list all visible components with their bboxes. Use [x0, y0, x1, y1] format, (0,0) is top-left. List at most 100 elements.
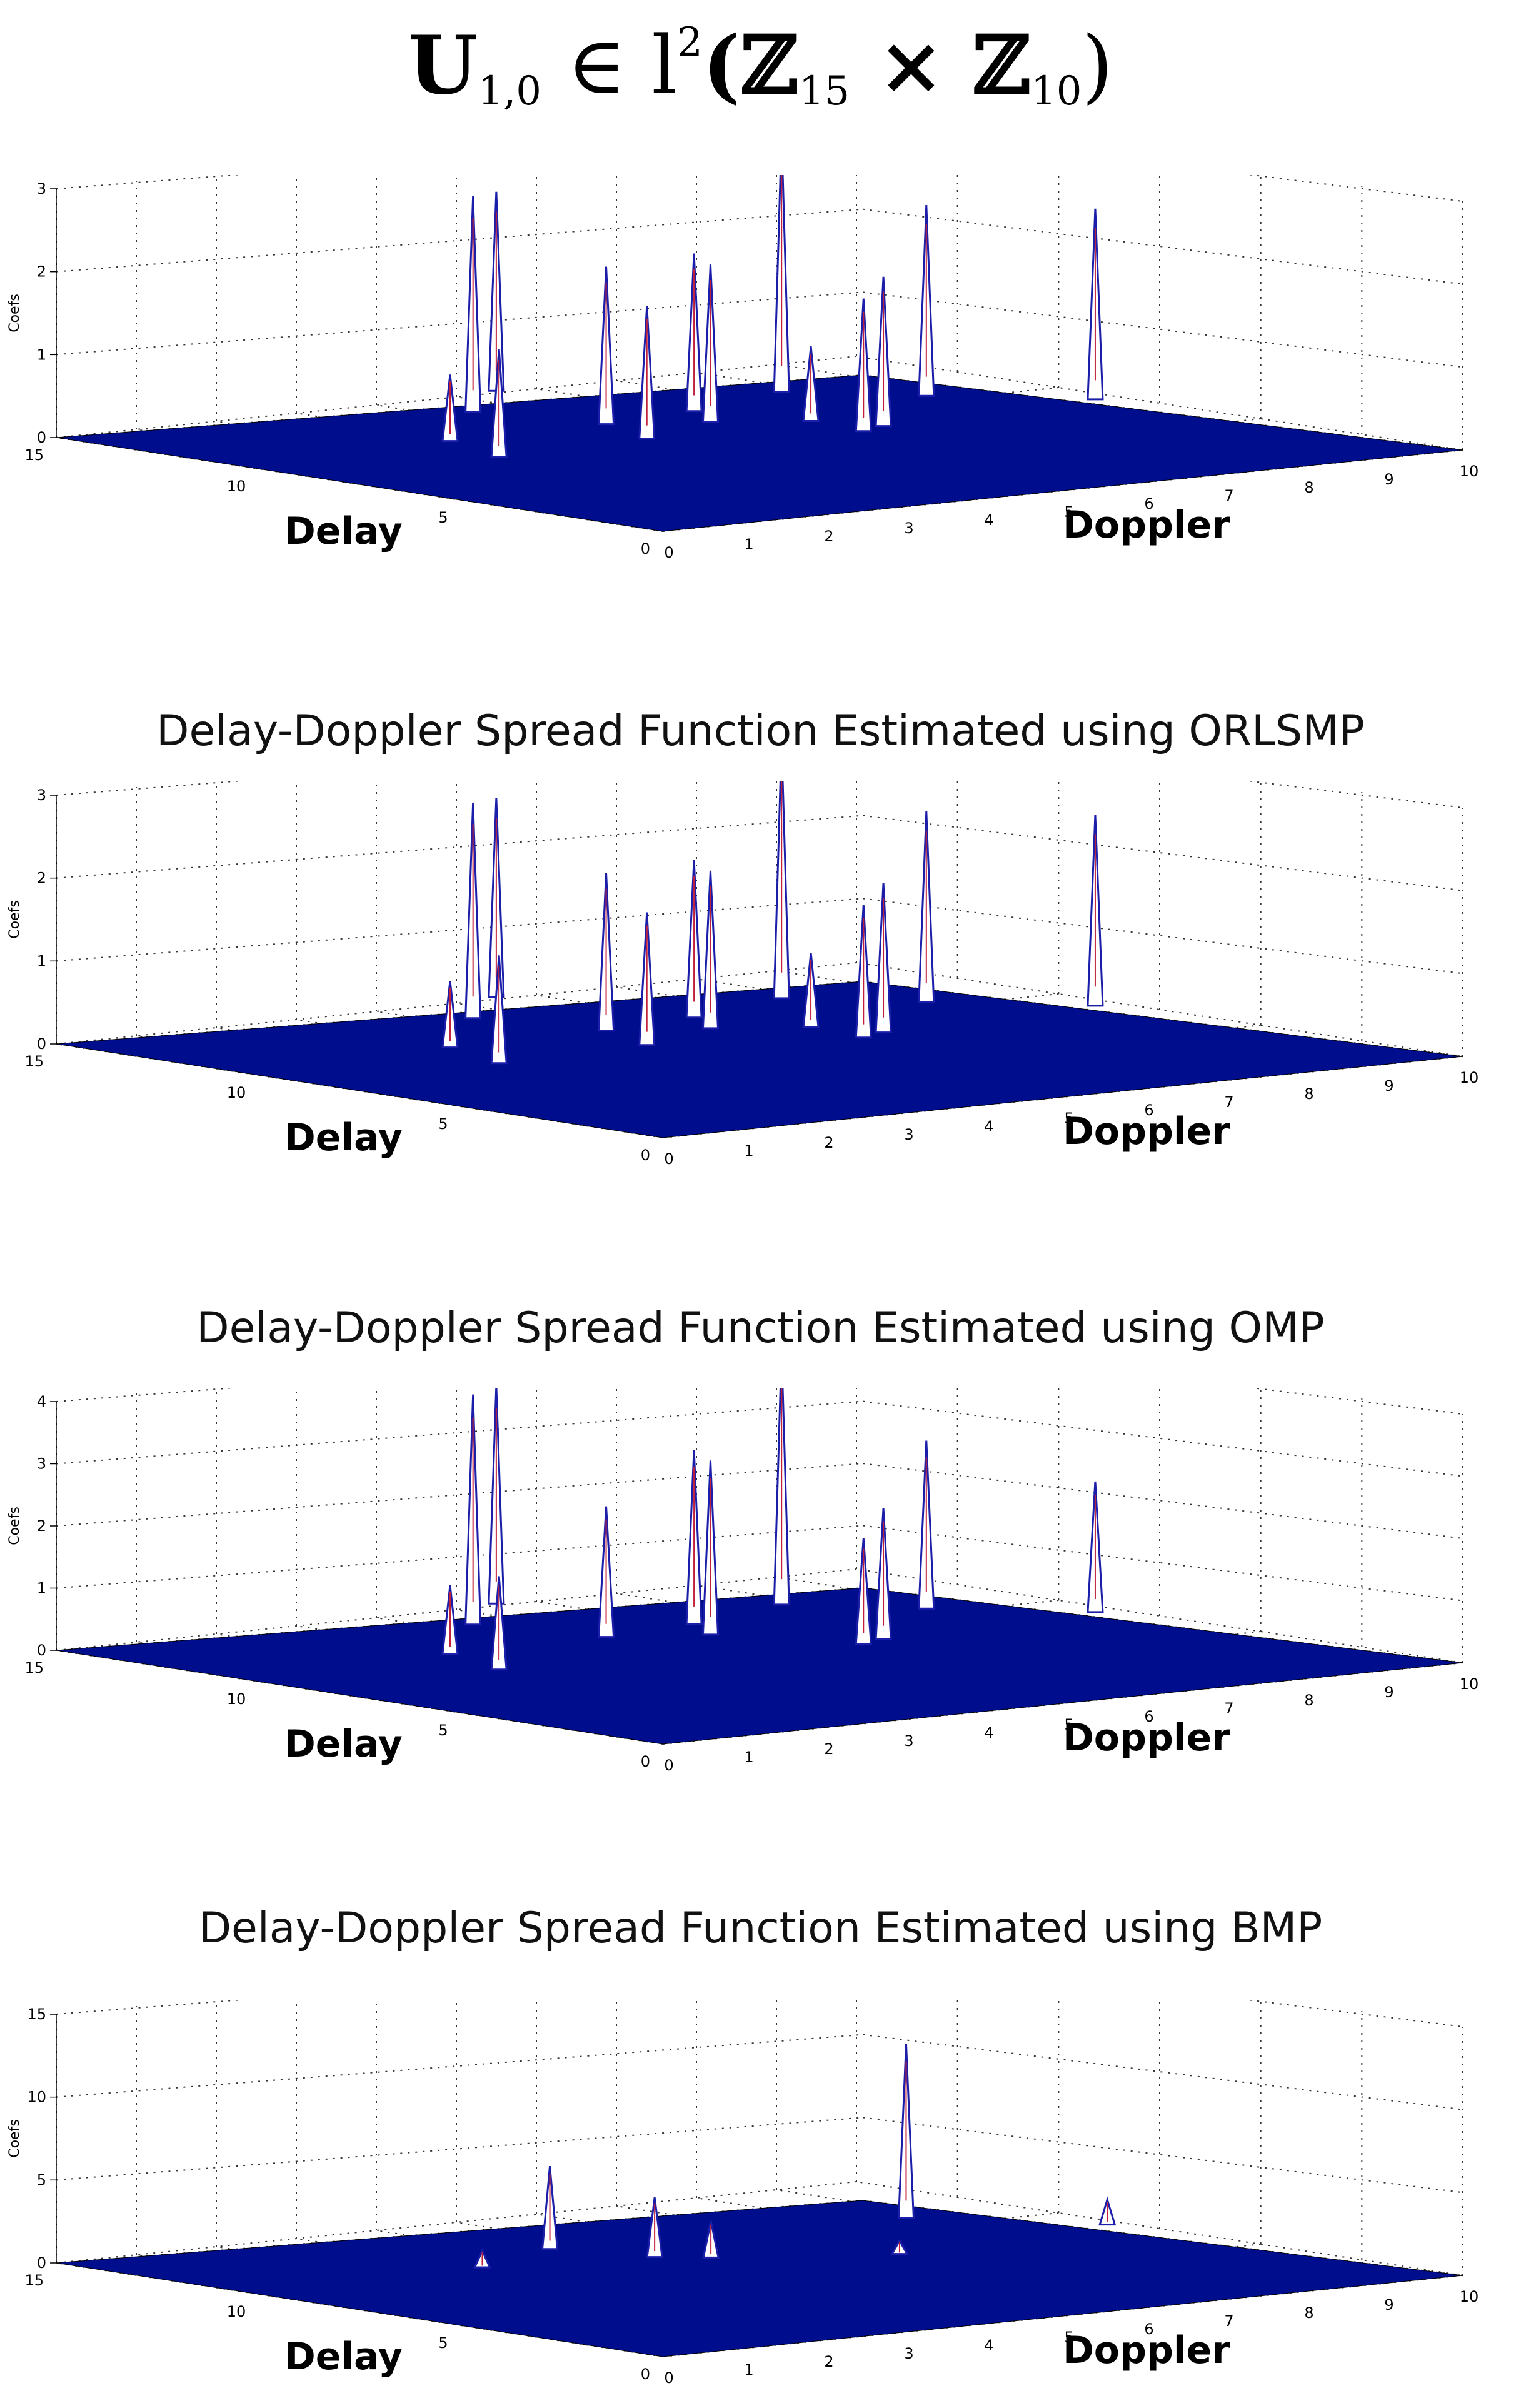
doppler-axis-label: Doppler: [1063, 2329, 1230, 2372]
spike: [490, 349, 508, 458]
delay-tick-label: 15: [24, 1053, 44, 1070]
delay-tick-label: 15: [24, 1659, 44, 1677]
spike: [1098, 2196, 1117, 2226]
doppler-tick-label: 6: [1144, 495, 1153, 513]
spike: [464, 802, 482, 1020]
grid-line: [856, 1568, 1463, 1663]
doppler-tick-label: 0: [664, 2369, 673, 2387]
spike: [488, 1388, 505, 1605]
delay-axis: 0 5 10 15 Delay: [24, 1659, 650, 1770]
surface: [56, 1587, 1463, 1745]
doppler-tick-label: 5: [1064, 1110, 1073, 1127]
doppler-tick-label: 4: [984, 511, 993, 529]
doppler-tick-label: 6: [1144, 1101, 1153, 1119]
surface: [56, 2200, 1463, 2357]
z-tick-label: 0: [37, 1642, 46, 1659]
spike: [488, 191, 505, 392]
delay-tick-label: 10: [227, 2303, 246, 2320]
delay-tick-label: 0: [641, 2365, 650, 2383]
z-tick-label: 1: [37, 952, 46, 970]
doppler-tick-label: 0: [664, 1757, 673, 1774]
z-tick-label: 2: [37, 263, 46, 281]
doppler-tick-label: 5: [1064, 2329, 1073, 2346]
doppler-tick-label: 2: [824, 1740, 833, 1758]
delay-tick-label: 0: [641, 1146, 650, 1164]
doppler-tick-label: 0: [664, 544, 673, 561]
spike: [473, 2248, 491, 2269]
grid-line: [1247, 175, 1463, 202]
doppler-tick-label: 5: [1064, 1716, 1073, 1733]
doppler-tick-label: 8: [1304, 1692, 1313, 1709]
grid-line: [862, 2034, 1463, 2110]
surface: [56, 981, 1463, 1138]
grid-line: [1247, 2000, 1463, 2027]
panel-title-omp: Delay-Doppler Spread Function Estimated …: [196, 1303, 1325, 1353]
doppler-tick-label: 7: [1224, 2312, 1233, 2330]
surface: [56, 374, 1463, 532]
grid-line: [862, 898, 1463, 975]
grid-line: [1247, 1388, 1463, 1415]
z-tick-label: 0: [37, 2254, 46, 2272]
delay-axis-label: Delay: [284, 1116, 403, 1160]
z-tick-label: 1: [37, 346, 46, 363]
grid-line: [862, 815, 1463, 891]
z-tick-label: 2: [37, 1517, 46, 1535]
delay-tick-label: 0: [641, 540, 650, 558]
grid-line: [56, 291, 863, 356]
spike: [1087, 208, 1104, 401]
doppler-tick-label: 7: [1224, 1093, 1233, 1111]
grid-line: [56, 1463, 863, 1527]
grid-line: [56, 2117, 863, 2181]
spike: [441, 374, 459, 443]
main-formula-title: U1,0 ∈ l2(ℤ15 × ℤ10): [0, 19, 1521, 114]
delay-axis: 0 5 10 15 Delay: [24, 2272, 650, 2383]
panel-title-orlsmp: Delay-Doppler Spread Function Estimated …: [156, 706, 1365, 756]
grid-line: [856, 356, 1463, 451]
doppler-axis: 0 1 2 3 4 5 6 7 8 9 10 Doppler: [664, 1675, 1478, 1774]
spike: [701, 870, 720, 1030]
spike: [773, 1388, 790, 1606]
spikes: [441, 1388, 1104, 1671]
doppler-tick-label: 9: [1384, 2296, 1393, 2314]
grid-line: [56, 1525, 863, 1589]
doppler-tick-label: 3: [904, 2345, 913, 2362]
spike: [918, 811, 935, 1003]
doppler-tick-label: 2: [824, 2353, 833, 2370]
grid-line: [56, 2000, 242, 2015]
doppler-tick-label: 1: [744, 536, 753, 553]
doppler-tick-label: 8: [1304, 1085, 1313, 1103]
spike: [488, 798, 505, 998]
doppler-tick-label: 8: [1304, 2304, 1313, 2322]
grid-line: [856, 962, 1463, 1057]
doppler-tick-label: 1: [744, 1142, 753, 1160]
spike: [464, 1394, 482, 1626]
delay-tick-label: 0: [641, 1753, 650, 1770]
formula-times: × ℤ: [850, 19, 1032, 113]
spike: [646, 2197, 663, 2259]
grid-line: [56, 898, 863, 962]
spike: [541, 2165, 559, 2250]
delay-tick-label: 5: [438, 2334, 448, 2352]
spike: [875, 883, 892, 1034]
doppler-tick-label: 4: [984, 1724, 993, 1742]
z-tick-label: 3: [37, 180, 46, 198]
grid-line: [56, 1388, 242, 1402]
z-tick-label: 4: [37, 1393, 46, 1410]
spike: [490, 1576, 508, 1671]
spikes: [441, 175, 1104, 458]
spike: [855, 1538, 872, 1645]
plot-panel-4: 0 5 10 15 Coefs 0 5 10 15 Delay 0 1 2 3 4 5 6 7 8 9 10 Dopple…: [7, 2000, 1478, 2387]
doppler-tick-label: 3: [904, 1126, 913, 1143]
doppler-axis: 0 1 2 3 4 5 6 7 8 9 10 Doppler: [664, 1069, 1478, 1168]
spike: [701, 1460, 720, 1636]
doppler-tick-label: 4: [984, 2337, 993, 2354]
doppler-axis-label: Doppler: [1063, 1110, 1230, 1153]
spike: [918, 205, 935, 397]
spike: [702, 2220, 720, 2259]
doppler-tick-label: 2: [824, 1134, 833, 1151]
delay-tick-label: 10: [227, 1084, 246, 1101]
z-tick-label: 0: [37, 1035, 46, 1053]
doppler-tick-label: 0: [664, 1150, 673, 1168]
z-tick-label: 15: [27, 2005, 46, 2023]
spike: [638, 912, 656, 1046]
